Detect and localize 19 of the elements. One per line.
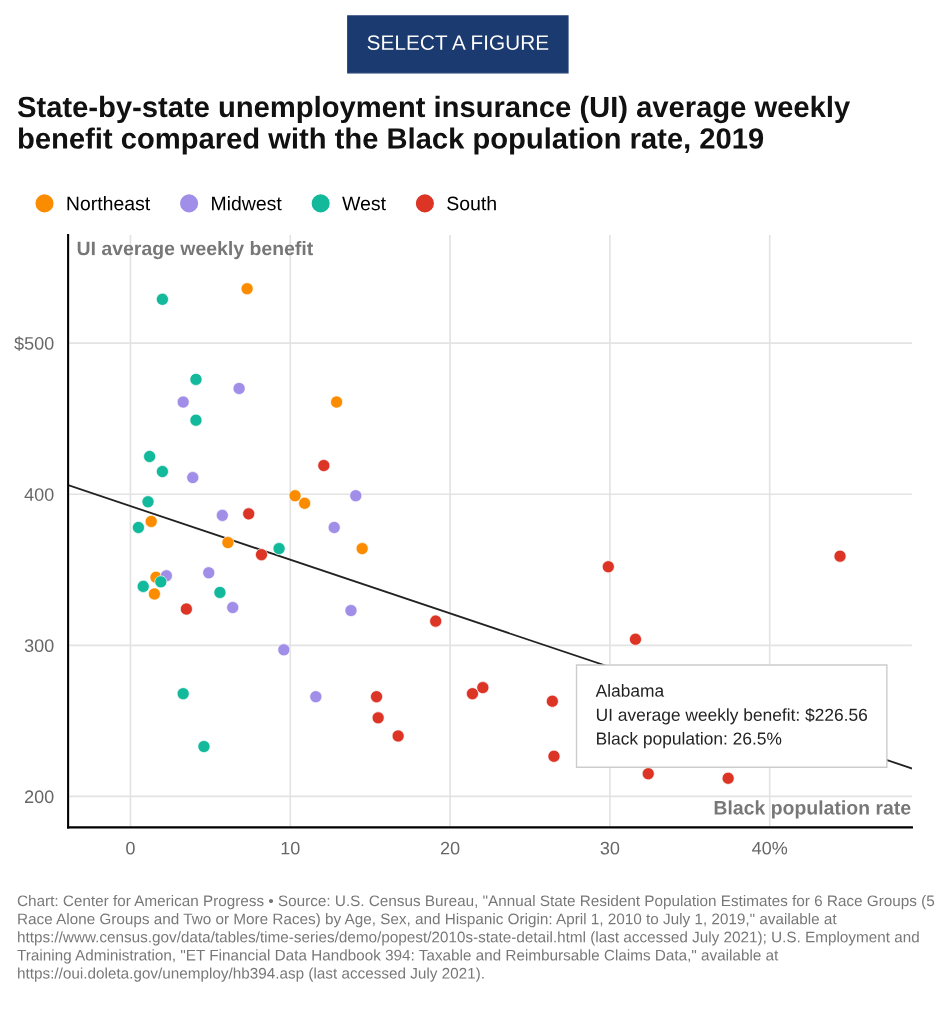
legend-label: West <box>342 196 386 211</box>
y-tick-label: 200 <box>25 790 54 804</box>
y-axis-title: UI average weekly benefit <box>77 241 313 260</box>
x-tick-label: 20 <box>440 841 460 855</box>
annotation: Alabama UI average weekly benefit: $226.56 Black population: 26.5% <box>595 684 868 749</box>
legend-label: South <box>447 196 496 211</box>
y-tick-label: $500 <box>14 336 54 351</box>
x-tick-label: 0 <box>126 841 135 855</box>
y-tick-label: 300 <box>24 639 54 653</box>
x-tick-label: 30 <box>600 841 620 855</box>
y-tick-label: 400 <box>24 488 54 501</box>
x-tick-label: 40% <box>752 841 788 855</box>
text: Chart: Center for American Progress • Source: U.S. Census Bureau, "Annual State Resident Population Estimates for 6 Race Groups (5 Race Alone Groups and Two or More Races) by Age, Sex, and Hispanic Origin: April 1, 2010 to July 1, 2019," available at https://www.census.gov/data/tables/time-series/demo/popest/2010s-state-detail.html (last accessed July 2021); U.S. Employment and Training Administration, "ET Financial Data Handbook 394: Taxable and Reimbursable Claims Data," available at https://oui.doleta.gov/unemploy/hb394.asp (last accessed July 2021). <box>17 894 935 982</box>
legend-label: Midwest <box>212 196 282 211</box>
chart-title: State-by-state unemployment insurance (UI) average weekly benefit compared with the Black population rate, 2019 <box>17 95 851 155</box>
text: SELECT A FIGURE <box>367 35 549 50</box>
x-tick-label: 10 <box>281 841 300 855</box>
legend-label: Northeast <box>67 196 151 211</box>
x-axis-title: Black population rate <box>714 800 911 819</box>
